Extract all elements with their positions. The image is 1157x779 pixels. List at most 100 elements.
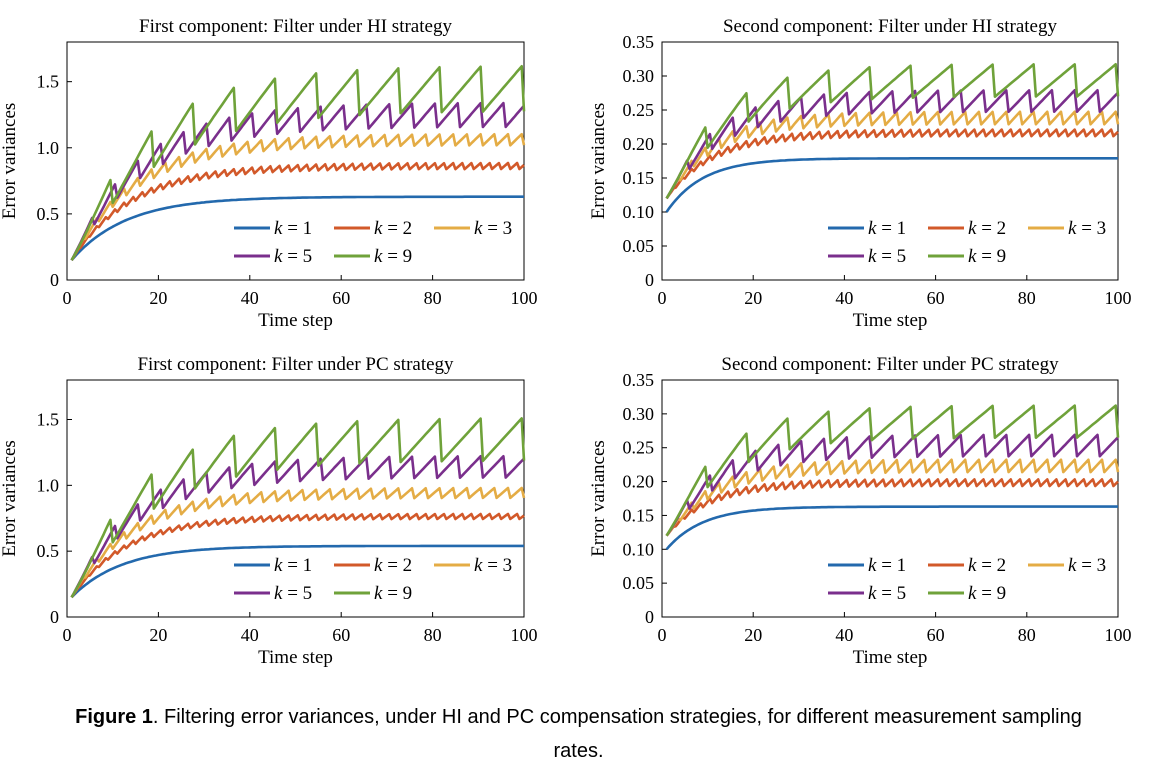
y-tick-label: 0 — [50, 607, 59, 627]
series-line-k2 — [70, 512, 525, 599]
y-tick-label: 0.5 — [37, 204, 60, 224]
legend-label: k = 2 — [968, 218, 1006, 239]
x-tick-label: 80 — [1018, 288, 1036, 308]
y-tick-label: 0 — [645, 270, 654, 290]
legend: k = 1 k = 2 k = 3 k = 5 k = 9 — [234, 218, 512, 267]
x-tick-label: 100 — [1105, 625, 1132, 645]
legend-label: k = 9 — [968, 246, 1006, 267]
chart-panel-2: Second component: Filter under HI strate… — [588, 16, 1132, 331]
x-tick-label: 40 — [835, 625, 853, 645]
series-line-k5 — [70, 101, 525, 261]
y-tick-label: 0.05 — [623, 573, 655, 593]
plot-frame — [661, 41, 1119, 281]
y-tick-label: 0.20 — [623, 134, 655, 154]
x-tick-label: 60 — [332, 625, 350, 645]
series-line-k3 — [70, 486, 526, 598]
caption-text-continued: rates. — [553, 740, 604, 762]
y-tick-label: 0 — [645, 607, 654, 627]
y-tick-label: 1.5 — [37, 72, 60, 92]
x-tick-label: 20 — [744, 288, 762, 308]
legend: k = 1 k = 2 k = 3 k = 5 k = 9 — [234, 555, 512, 604]
x-axis-label: Time step — [258, 310, 333, 331]
figure-caption: Figure 1. Filtering error variances, und… — [0, 700, 1157, 768]
x-tick-label: 40 — [241, 625, 259, 645]
chart-title: Second component: Filter under PC strate… — [721, 354, 1059, 375]
x-tick-label: 0 — [63, 625, 72, 645]
legend-label: k = 2 — [374, 218, 412, 239]
y-tick-label: 0.15 — [623, 168, 655, 188]
legend-label: k = 5 — [868, 583, 906, 604]
y-tick-label: 0.5 — [37, 541, 60, 561]
y-tick-label: 0.25 — [623, 100, 655, 120]
legend-label: k = 1 — [274, 555, 312, 576]
y-tick-label: 0.30 — [623, 66, 655, 86]
series-line-k9 — [665, 63, 1120, 200]
series-line-k3 — [70, 132, 526, 261]
y-tick-label: 0.30 — [623, 404, 655, 424]
y-tick-label: 1.5 — [37, 410, 60, 430]
x-tick-label: 100 — [511, 288, 538, 308]
x-tick-label: 0 — [658, 625, 667, 645]
series-line-k2 — [665, 128, 1119, 200]
legend-label: k = 3 — [474, 218, 512, 239]
legend-label: k = 9 — [374, 583, 412, 604]
legend-label: k = 5 — [274, 583, 312, 604]
legend-label: k = 3 — [1068, 218, 1106, 239]
x-tick-label: 20 — [744, 625, 762, 645]
x-tick-label: 60 — [927, 625, 945, 645]
y-tick-label: 0.20 — [623, 472, 655, 492]
y-tick-label: 0.10 — [623, 539, 655, 559]
x-tick-label: 80 — [424, 625, 442, 645]
legend-label: k = 9 — [968, 583, 1006, 604]
legend-label: k = 1 — [868, 555, 906, 576]
x-tick-label: 40 — [835, 288, 853, 308]
y-axis-label: Error variances — [0, 103, 20, 220]
caption-label: Figure 1 — [75, 706, 153, 728]
y-tick-label: 0.25 — [623, 438, 655, 458]
legend-label: k = 1 — [274, 218, 312, 239]
series-line-k5 — [665, 433, 1119, 537]
series-line-k2 — [70, 161, 525, 261]
y-tick-label: 0.10 — [623, 202, 655, 222]
y-tick-label: 0.15 — [623, 505, 655, 525]
series-line-k3 — [665, 110, 1120, 200]
chart-title: Second component: Filter under HI strate… — [723, 16, 1058, 37]
series-line-k5 — [70, 454, 525, 598]
legend-label: k = 3 — [1068, 555, 1106, 576]
series-line-k3 — [665, 458, 1120, 537]
legend: k = 1 k = 2 k = 3 k = 5 k = 9 — [828, 555, 1106, 604]
chart-title: First component: Filter under PC strateg… — [137, 354, 454, 375]
series-line-k1 — [70, 544, 524, 599]
y-tick-label: 1.0 — [37, 475, 60, 495]
x-tick-label: 100 — [511, 625, 538, 645]
y-tick-label: 0.35 — [623, 32, 655, 52]
legend-label: k = 1 — [868, 218, 906, 239]
series-line-k9 — [70, 65, 526, 261]
y-axis-label: Error variances — [588, 440, 609, 557]
plot-frame — [661, 379, 1119, 618]
x-tick-label: 0 — [658, 288, 667, 308]
chart-title: First component: Filter under HI strateg… — [139, 16, 452, 37]
legend-label: k = 5 — [868, 246, 906, 267]
y-tick-label: 0.35 — [623, 370, 655, 390]
x-tick-label: 60 — [927, 288, 945, 308]
x-tick-label: 80 — [424, 288, 442, 308]
x-tick-label: 80 — [1018, 625, 1036, 645]
y-tick-label: 0 — [50, 270, 59, 290]
chart-panel-1: First component: Filter under HI strateg… — [0, 16, 538, 331]
y-tick-label: 0.05 — [623, 236, 655, 256]
x-axis-label: Time step — [853, 310, 928, 331]
figure-canvas: First component: Filter under HI strateg… — [0, 16, 1132, 668]
legend: k = 1 k = 2 k = 3 k = 5 k = 9 — [828, 218, 1106, 267]
x-tick-label: 40 — [241, 288, 259, 308]
legend-label: k = 2 — [374, 555, 412, 576]
series-line-k9 — [70, 417, 526, 598]
legend-label: k = 2 — [968, 555, 1006, 576]
legend-label: k = 5 — [274, 246, 312, 267]
y-tick-label: 1.0 — [37, 138, 60, 158]
x-tick-label: 20 — [149, 288, 167, 308]
caption-text: . Filtering error variances, under HI an… — [152, 706, 1082, 728]
chart-panel-3: First component: Filter under PC strateg… — [0, 354, 538, 668]
chart-panel-4: Second component: Filter under PC strate… — [588, 354, 1132, 668]
x-tick-label: 0 — [63, 288, 72, 308]
